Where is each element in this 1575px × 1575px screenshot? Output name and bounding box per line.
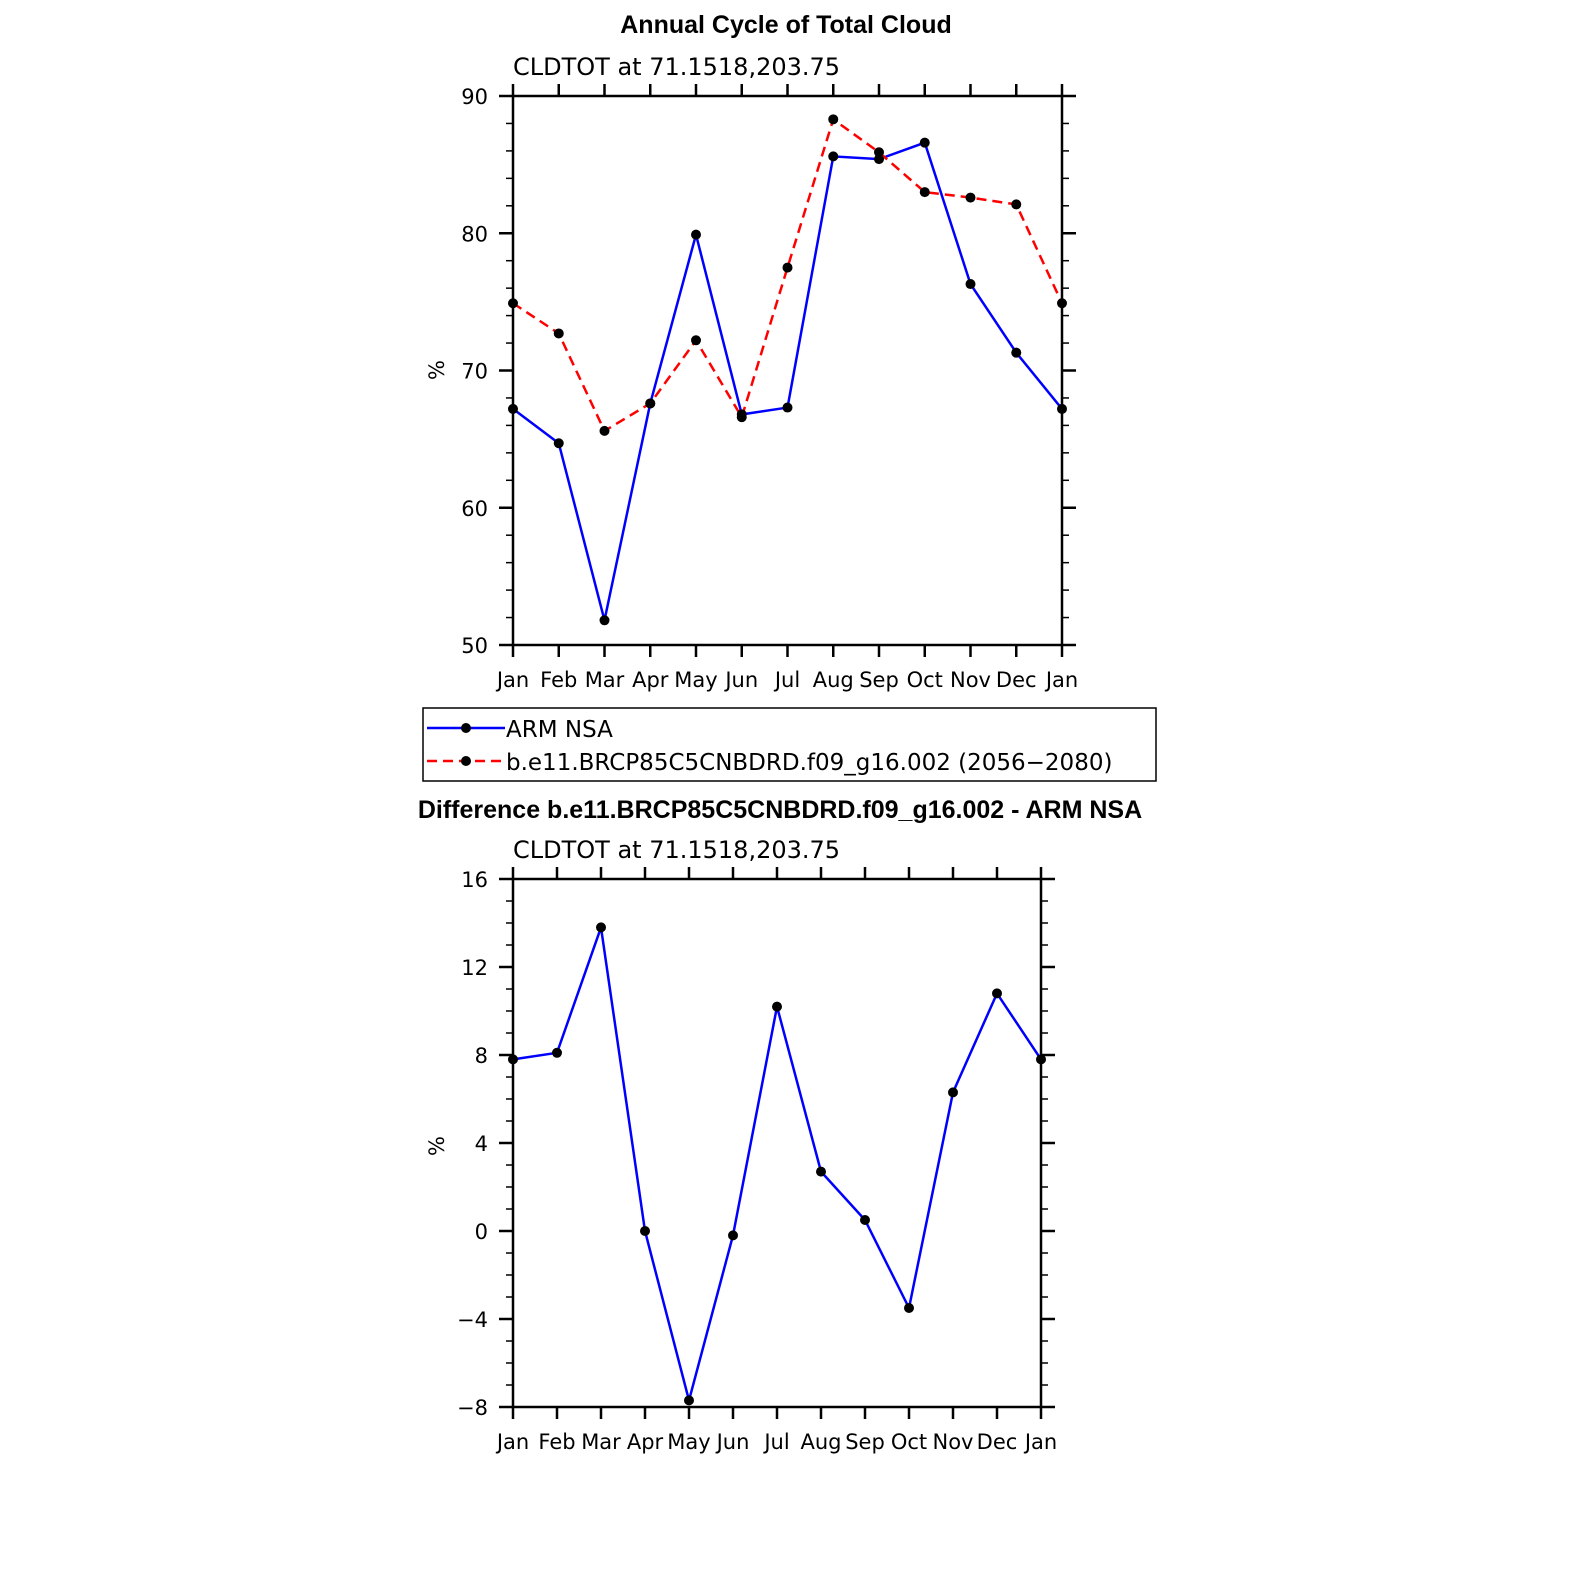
chart1-point-1 [1057,298,1067,309]
chart1-point-1 [508,298,518,309]
chart2-point-0 [816,1166,826,1177]
chart1-xtick-label: May [674,668,717,692]
chart2-ytick-label: 8 [475,1044,488,1068]
chart2-ytick-label: −4 [457,1308,488,1332]
chart1-point-0 [782,402,793,413]
chart2-xtick-label: Apr [627,1430,664,1454]
chart1-point-0 [508,403,518,414]
chart1-point-1 [828,114,839,125]
chart1-xtick-label: Nov [950,668,991,692]
chart2-point-0 [640,1226,650,1236]
chart2-xtick-label: Jul [762,1430,789,1454]
chart1-point-0 [828,151,839,162]
chart1-point-1 [919,187,930,198]
chart1-xtick-label: Jan [495,668,529,692]
legend-marker-model [461,756,471,766]
chart1-point-0 [1011,347,1022,358]
chart1-point-1 [691,335,701,346]
chart2-xtick-label: Oct [891,1430,927,1454]
chart2-series-line-0 [512,926,1043,1406]
chart2-point-0 [904,1303,914,1313]
chart1-point-0 [691,229,701,240]
chart1-ytick-label: 60 [461,497,488,521]
chart2-point-0 [552,1047,562,1058]
chart2-point-0 [508,1054,518,1065]
chart1-ylabel: % [425,360,449,380]
chart1-ytick-label: 90 [461,85,488,109]
chart1-xtick-label: Apr [632,668,669,692]
chart2-ytick-label: 16 [461,868,488,892]
chart1-point-0 [919,137,930,148]
chart2-xtick-label: Dec [977,1430,1018,1454]
chart1-xtick-label: Mar [585,668,625,692]
chart2-ytick-label: 12 [461,956,488,980]
chart2-xtick-label: Jan [1023,1430,1057,1454]
chart2-xtick-label: Feb [538,1430,575,1454]
chart1-series-line-0 [512,141,1063,621]
chart1-point-1 [874,147,884,158]
chart1-xtick-label: Jan [1044,668,1078,692]
chart2-point-0 [684,1395,694,1406]
chart2-xtick-label: Aug [800,1430,841,1454]
chart1-xtick-label: Aug [813,668,854,692]
chart1-point-1 [736,412,747,423]
chart2-title: Difference b.e11.BRCP85C5CNBDRD.f09_g16.… [418,796,1142,824]
chart2-point-0 [860,1215,870,1225]
chart2-xtick-label: Nov [933,1430,974,1454]
chart1-point-1 [553,328,564,339]
chart2-ylabel: % [425,1136,449,1156]
chart1-point-0 [965,279,976,290]
legend-marker-arm-nsa [461,723,471,733]
chart1-xtick-label: Dec [996,668,1037,692]
chart1-ytick-label: 50 [461,634,488,658]
chart2-point-0 [728,1230,738,1241]
chart2-point-0 [772,1001,782,1012]
chart1-subtitle: CLDTOT at 71.1518,203.75 [513,53,840,81]
chart1-plot: Jan Feb Mar Apr May Jun Jul Aug Sep Oct Nov Dec Jan 5… [461,84,1078,692]
chart2-ytick-label: 4 [475,1132,488,1156]
legend: ARM NSA b.e11.BRCP85C5CNBDRD.f09_g16.002… [422,707,1157,782]
chart1-ytick-label: 80 [461,222,488,246]
chart2-xtick-label: Sep [845,1430,885,1454]
legend-label-arm-nsa: ARM NSA [506,717,613,743]
chart2-frame [511,877,1043,1409]
chart2-point-0 [596,922,606,933]
chart2-xtick-label: Mar [581,1430,621,1454]
chart1-title: Annual Cycle of Total Cloud [620,11,951,39]
chart1-xtick-label: Jul [773,668,800,692]
chart1-point-0 [599,615,610,626]
chart2-point-0 [948,1087,958,1098]
legend-label-model: b.e11.BRCP85C5CNBDRD.f09_g16.002 (2056−2… [506,750,1112,776]
chart1-point-0 [553,438,564,449]
chart2-point-0 [992,988,1002,999]
chart1-point-1 [965,192,976,203]
chart2-xtick-label: Jan [495,1430,529,1454]
chart1-point-0 [1057,403,1067,414]
chart2-plot: Jan Feb Mar Apr May Jun Jul Aug Sep Oct Nov Dec Jan−… [457,867,1057,1454]
chart2-xtick-label: Jun [715,1430,750,1454]
chart1-xtick-label: Jun [723,668,758,692]
chart2-point-0 [1036,1054,1046,1065]
chart2-ytick-label: −8 [457,1396,488,1420]
chart1-point-1 [1011,199,1022,210]
chart1-point-1 [645,398,656,409]
chart1-point-1 [599,425,610,436]
chart1-ytick-label: 70 [461,360,488,384]
chart1-point-1 [782,262,793,273]
legend-box [422,707,1157,782]
chart1-xtick-label: Feb [540,668,577,692]
chart1-frame [511,94,1064,647]
chart2-ytick-label: 0 [475,1220,488,1244]
chart2-subtitle: CLDTOT at 71.1518,203.75 [513,836,840,864]
chart2-xtick-label: May [667,1430,710,1454]
chart1-xtick-label: Oct [907,668,943,692]
chart1-series-line-1 [512,117,1064,433]
chart1-point-0 [874,154,884,165]
chart1-xtick-label: Sep [859,668,899,692]
